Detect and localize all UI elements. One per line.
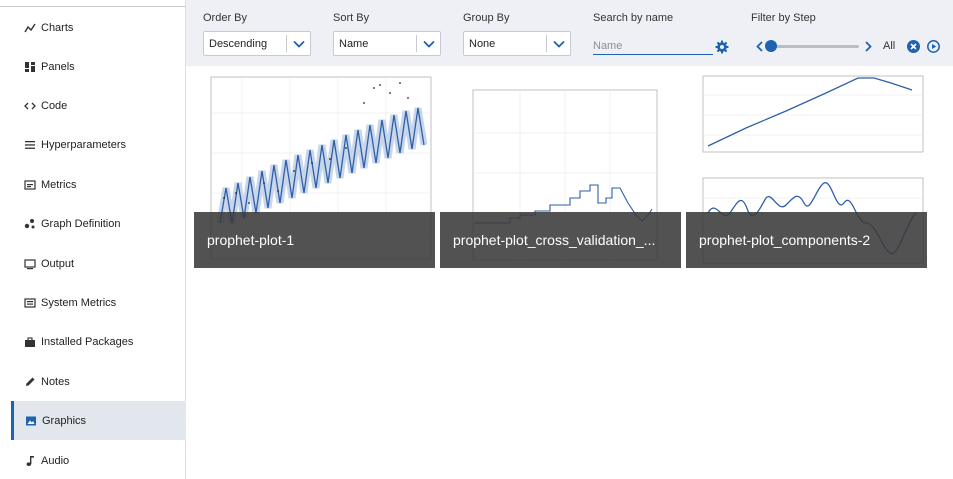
filter-by-step-label: Filter by Step: [751, 12, 816, 24]
order-by-value: Descending: [209, 37, 268, 50]
line-chart-icon: [24, 22, 36, 34]
search-label: Search by name: [593, 12, 674, 24]
graphic-card[interactable]: prophet-plot-1: [194, 73, 435, 268]
sidebar-item-graph-definition[interactable]: Graph Definition: [11, 204, 186, 243]
graphic-caption: prophet-plot_components-2: [686, 212, 927, 268]
sidebar-item-label: Installed Packages: [41, 335, 134, 348]
code-icon: [24, 100, 36, 112]
chevron-down-icon: [287, 32, 310, 55]
select-divider: [416, 35, 417, 52]
music-note-icon: [24, 455, 36, 467]
sidebar-item-label: Metrics: [41, 178, 77, 191]
monitor-icon: [24, 258, 36, 270]
chevron-right-icon[interactable]: [864, 40, 873, 53]
sidebar-item-label: System Metrics: [41, 296, 117, 309]
sidebar-item-label: Graphics: [42, 414, 87, 427]
step-slider-track[interactable]: [767, 45, 859, 48]
sidebar-item-metrics[interactable]: Metrics: [11, 165, 186, 204]
metrics-icon: [24, 179, 36, 191]
group-by-label: Group By: [463, 12, 510, 24]
panels-icon: [24, 61, 36, 73]
chevron-left-icon[interactable]: [755, 40, 764, 53]
sidebar-item-label: Notes: [41, 375, 70, 388]
play-circle-icon[interactable]: [927, 40, 940, 53]
order-by-select[interactable]: Descending: [203, 31, 311, 56]
sort-by-select[interactable]: Name: [333, 31, 441, 56]
sidebar-item-notes[interactable]: Notes: [11, 362, 186, 401]
sidebar-item-label: Graph Definition: [41, 217, 121, 230]
sidebar-top-bar: [0, 0, 186, 7]
sidebar-item-label: Panels: [41, 60, 75, 73]
step-slider-thumb[interactable]: [765, 40, 777, 52]
main-content: Order By Descending Sort By Name Group B…: [186, 0, 953, 479]
gear-icon[interactable]: [715, 40, 729, 54]
sidebar-item-charts[interactable]: Charts: [11, 8, 186, 47]
group-by-select[interactable]: None: [463, 31, 571, 56]
graphic-caption: prophet-plot-1: [194, 212, 435, 268]
sidebar-item-label: Charts: [41, 21, 74, 34]
search-input[interactable]: [593, 37, 713, 55]
system-icon: [24, 297, 36, 309]
sidebar-item-hyperparameters[interactable]: Hyperparameters: [11, 125, 186, 164]
sidebar: Charts Panels Code Hyperparameters Metri…: [0, 0, 186, 479]
sidebar-item-code[interactable]: Code: [11, 86, 186, 125]
graphic-card[interactable]: prophet-plot_cross_validation_...: [440, 73, 681, 268]
chevron-down-icon: [547, 32, 570, 55]
step-all-label: All: [883, 40, 896, 52]
graph-icon: [24, 218, 36, 230]
sidebar-item-panels[interactable]: Panels: [11, 47, 186, 86]
sidebar-item-audio[interactable]: Audio: [11, 441, 186, 479]
select-divider: [546, 35, 547, 52]
briefcase-icon: [24, 336, 36, 348]
sidebar-item-graphics[interactable]: Graphics: [11, 401, 186, 440]
sidebar-item-label: Code: [41, 99, 68, 112]
sidebar-item-label: Audio: [41, 454, 70, 467]
image-icon: [25, 415, 37, 427]
sort-by-label: Sort By: [333, 12, 370, 24]
graphic-card[interactable]: prophet-plot_components-2: [686, 73, 927, 268]
select-divider: [286, 35, 287, 52]
close-circle-icon[interactable]: [907, 40, 920, 53]
sidebar-item-system-metrics[interactable]: System Metrics: [11, 283, 186, 322]
order-by-label: Order By: [203, 12, 248, 24]
chevron-down-icon: [417, 32, 440, 55]
sort-by-value: Name: [339, 37, 369, 50]
sidebar-item-label: Output: [41, 257, 75, 270]
list-icon: [24, 139, 36, 151]
sidebar-item-installed-packages[interactable]: Installed Packages: [11, 322, 186, 361]
pencil-icon: [24, 376, 36, 388]
graphic-caption: prophet-plot_cross_validation_...: [440, 212, 681, 268]
sidebar-item-label: Hyperparameters: [41, 138, 126, 151]
group-by-value: None: [469, 37, 496, 50]
graphics-toolbar: Order By Descending Sort By Name Group B…: [186, 0, 953, 66]
sidebar-item-output[interactable]: Output: [11, 244, 186, 283]
